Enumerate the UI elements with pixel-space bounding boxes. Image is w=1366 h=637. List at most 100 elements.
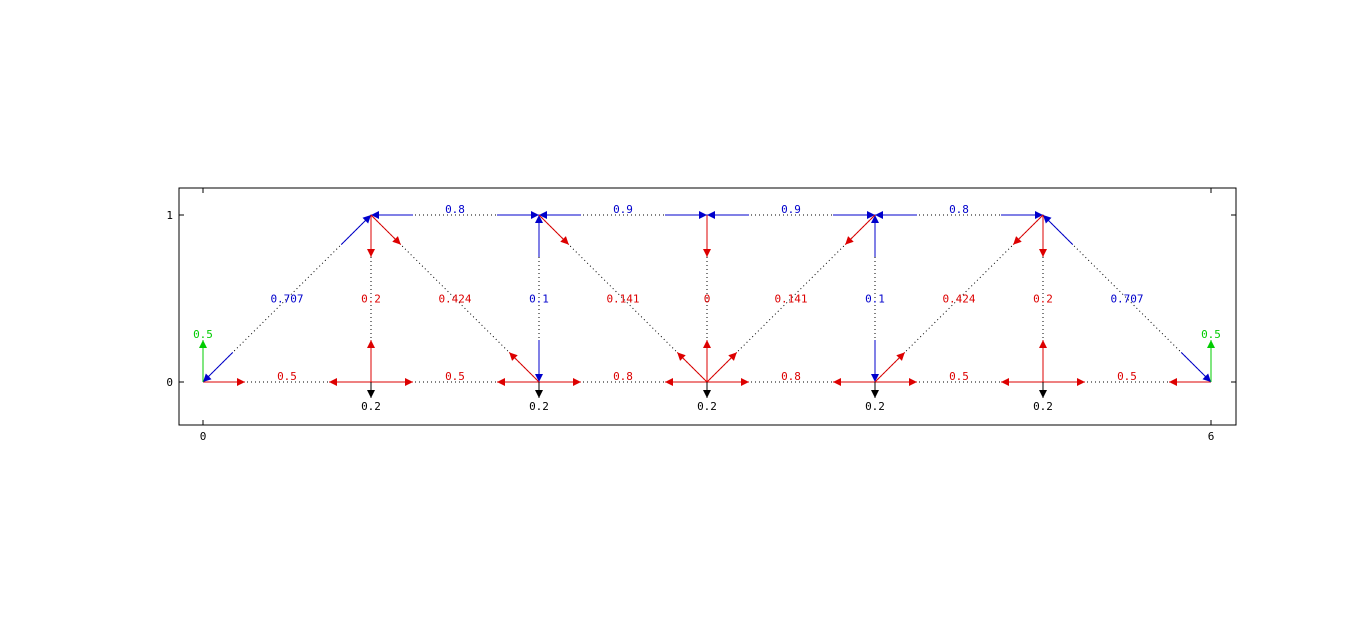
- x-tick-label: 6: [1208, 430, 1215, 443]
- compression-arrow-head: [871, 215, 879, 223]
- compression-arrow-head: [531, 211, 539, 219]
- load-label: 0.2: [1033, 400, 1053, 413]
- tension-arrow-head: [560, 236, 569, 245]
- tension-arrow-head: [392, 236, 401, 245]
- tension-arrow-head: [367, 340, 375, 348]
- tension-arrow: [874, 352, 906, 383]
- tension-arrow-head: [1077, 378, 1085, 386]
- compression-arrow-head: [875, 211, 883, 219]
- reaction-arrow: [199, 340, 207, 382]
- force-labels: 0.5 0.5 0.8 0.8 0.5 0.5 0.8 0.9 0.9 0.8 0.707 0.707…: [193, 203, 1221, 413]
- member-force-label: 0.424: [438, 293, 471, 306]
- load-label: 0.2: [529, 400, 549, 413]
- tension-arrow: [497, 378, 539, 386]
- member-force-label: 0.2: [1033, 293, 1053, 306]
- tension-arrow: [1039, 215, 1047, 257]
- load-arrow-head: [1039, 390, 1047, 398]
- tension-arrow: [844, 214, 876, 245]
- tension-arrow-head: [665, 378, 673, 386]
- tension-arrow: [370, 214, 402, 245]
- member-force-label: 0.5: [1117, 370, 1137, 383]
- load-arrow: [367, 382, 375, 398]
- tension-arrow-head: [329, 378, 337, 386]
- tension-arrow-head: [1169, 378, 1177, 386]
- compression-arrow-head: [699, 211, 707, 219]
- x-tick-label: 0: [200, 430, 207, 443]
- member-force-label: 0.2: [361, 293, 381, 306]
- tension-arrow: [676, 352, 708, 383]
- y-tick-label: 0: [166, 376, 173, 389]
- tension-arrow-head: [741, 378, 749, 386]
- tension-arrow-head: [405, 378, 413, 386]
- compression-arrow: [875, 211, 917, 219]
- member-force-label: 0.9: [613, 203, 633, 216]
- tension-arrow-head: [728, 352, 737, 361]
- compression-arrow: [1042, 214, 1074, 245]
- compression-arrow-head: [707, 211, 715, 219]
- member-force-label: 0: [704, 293, 711, 306]
- reaction-label: 0.5: [193, 328, 213, 341]
- compression-arrow: [871, 215, 879, 257]
- compression-arrow: [707, 211, 749, 219]
- compression-arrow: [539, 211, 581, 219]
- compression-arrow: [371, 211, 413, 219]
- tension-arrow: [203, 378, 245, 386]
- compression-arrow-head: [362, 215, 371, 224]
- compression-arrow: [535, 340, 543, 382]
- tension-arrow: [703, 215, 711, 257]
- tension-arrow: [329, 378, 371, 386]
- tension-arrow-head: [509, 352, 518, 361]
- compression-arrow: [871, 340, 879, 382]
- tension-arrow: [538, 214, 570, 245]
- member-force-label: 0.8: [781, 370, 801, 383]
- load-arrow-head: [535, 390, 543, 398]
- compression-arrow-head: [371, 211, 379, 219]
- member-force-label: 0.5: [277, 370, 297, 383]
- tension-arrow-head: [497, 378, 505, 386]
- tension-arrow: [1039, 340, 1047, 382]
- tension-arrow: [703, 340, 711, 382]
- force-arrows: [199, 211, 1215, 398]
- tension-arrow: [367, 215, 375, 257]
- member-force-label: 0.424: [942, 293, 975, 306]
- tension-arrow-head: [845, 236, 854, 245]
- load-arrow-head: [367, 390, 375, 398]
- reaction-arrow: [1207, 340, 1215, 382]
- member-force-label: 0.8: [949, 203, 969, 216]
- member-force-label: 0.9: [781, 203, 801, 216]
- tension-arrow: [539, 378, 581, 386]
- load-arrow: [535, 382, 543, 398]
- tension-arrow-head: [703, 249, 711, 257]
- axes-frame: [178, 187, 1237, 426]
- tension-arrow-head: [1039, 249, 1047, 257]
- axes: 0 6 0 1: [166, 187, 1237, 443]
- load-arrow: [871, 382, 879, 398]
- tension-arrow-head: [677, 352, 686, 361]
- compression-arrow-head: [539, 211, 547, 219]
- member-force-label: 0.707: [1110, 293, 1143, 306]
- compression-arrow: [202, 352, 234, 383]
- load-arrow-head: [871, 390, 879, 398]
- compression-arrow-head: [871, 374, 879, 382]
- reaction-arrow-head: [1207, 340, 1215, 348]
- compression-arrow: [1180, 352, 1212, 383]
- tension-arrow-head: [1039, 340, 1047, 348]
- reaction-arrow-head: [199, 340, 207, 348]
- tension-arrow: [1169, 378, 1211, 386]
- tension-arrow: [707, 378, 749, 386]
- tension-arrow: [706, 352, 738, 383]
- tension-arrow-head: [833, 378, 841, 386]
- compression-arrow-head: [535, 215, 543, 223]
- member-force-label: 0.8: [445, 203, 465, 216]
- compression-arrow: [340, 214, 372, 245]
- load-arrow: [1039, 382, 1047, 398]
- tension-arrow-head: [573, 378, 581, 386]
- tension-arrow: [875, 378, 917, 386]
- tension-arrow: [1001, 378, 1043, 386]
- tension-arrow-head: [1001, 378, 1009, 386]
- compression-arrow: [535, 215, 543, 257]
- tension-arrow: [1012, 214, 1044, 245]
- compression-arrow: [833, 211, 875, 219]
- tension-arrow: [1043, 378, 1085, 386]
